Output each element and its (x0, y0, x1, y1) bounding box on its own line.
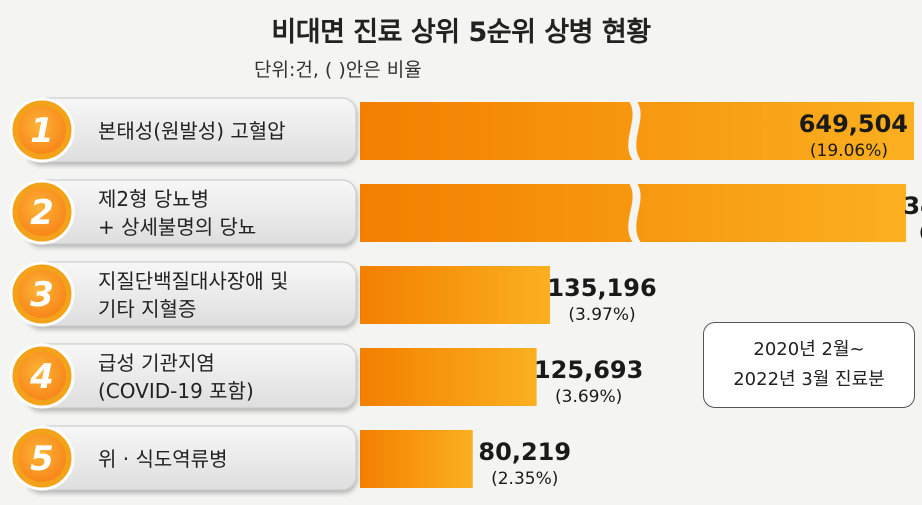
bar-3 (360, 266, 550, 324)
rank-number-2: 2 (30, 193, 54, 233)
category-label-2-line2: + 상세불명의 당뇨 (98, 215, 256, 239)
chart-subtitle: 단위:건, ( )안은 비율 (254, 59, 422, 81)
percent-label-2: (10.10%) (919, 223, 922, 243)
value-label-4: 125,693 (534, 356, 643, 384)
rank-badge-inner-2 (18, 188, 66, 236)
axis-break-2 (628, 182, 642, 244)
rank-number-4: 4 (29, 357, 54, 397)
value-label-1: 649,504 (799, 110, 908, 138)
category-label-2-line1: 제2형 당뇨병 (98, 187, 209, 211)
category-label-4-line2: (COVID-19 포함) (98, 379, 254, 403)
bar-5 (360, 430, 473, 488)
value-label-3: 135,196 (547, 274, 656, 302)
category-label-5: 위 · 식도역류병 (98, 447, 227, 471)
rank-badge-inner-5 (18, 434, 66, 482)
percent-label-5: (2.35%) (491, 469, 558, 489)
period-note-line2: 2022년 3월 진료분 (733, 369, 885, 390)
percent-label-1: (19.06%) (810, 141, 888, 161)
rank-number-3: 3 (30, 275, 54, 315)
value-label-2: 344,235 (903, 192, 922, 220)
rank-number-1: 1 (30, 111, 54, 151)
rank-badge-inner-4 (18, 352, 66, 400)
category-label-3-line1: 지질단백질대사장애 및 (98, 269, 288, 293)
percent-label-3: (3.97%) (568, 305, 635, 325)
axis-break-1 (628, 100, 642, 162)
bar-4 (360, 348, 537, 406)
chart-title: 비대면 진료 상위 5순위 상병 현황 (271, 17, 651, 48)
rank-badge-inner-3 (18, 270, 66, 318)
category-label-1: 본태성(원발성) 고혈압 (98, 119, 286, 143)
rank-badge-inner-1 (18, 106, 66, 154)
percent-label-4: (3.69%) (555, 387, 622, 407)
value-label-5: 80,219 (478, 438, 571, 466)
category-label-4-line1: 급성 기관지염 (98, 351, 215, 375)
period-note-line1: 2020년 2월~ (753, 339, 865, 360)
rank-number-5: 5 (30, 439, 54, 479)
period-note: 2020년 2월~ 2022년 3월 진료분 (703, 322, 915, 408)
category-label-3-line2: 기타 지혈증 (98, 297, 196, 321)
